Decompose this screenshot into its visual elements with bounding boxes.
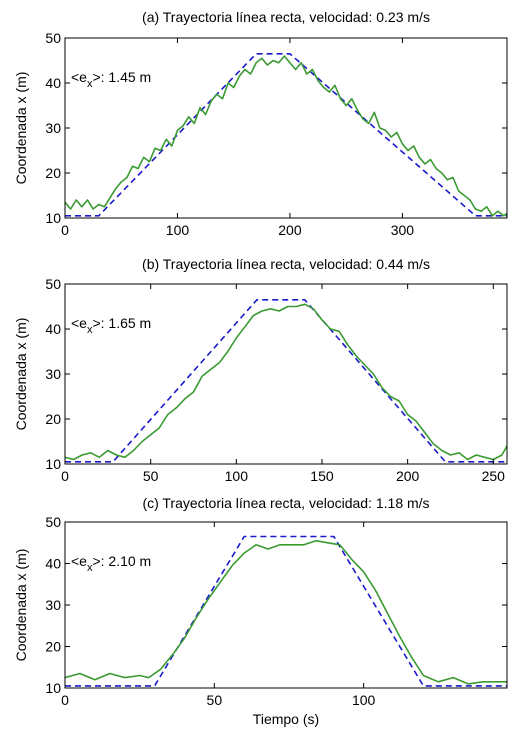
panel-b-error-suffix: >: 1.65 m [92,315,151,331]
panel-c-xtick-label: 0 [61,692,69,708]
panel-c: (c) Trayectoria línea recta, velocidad: … [13,495,508,727]
panel-c-measured-line [65,539,507,685]
panel-b-ylabel: Coordenada x (m) [13,318,29,431]
panel-b-plot [65,299,507,463]
panel-b-ytick-label: 10 [45,456,61,472]
panel-b-title: (b) Trayectoria línea recta, velocidad: … [142,256,430,272]
panel-c-xtick-label: 100 [352,692,376,708]
panel-c-error-suffix: >: 2.10 m [92,553,151,569]
panel-b-xtick-label: 0 [61,468,69,484]
panel-a-ytick-label: 20 [45,165,61,181]
panel-b-measured-line [65,303,507,461]
panel-b-reference-line [65,299,507,463]
panel-a-ytick-label: 40 [45,75,61,91]
panel-a-title: (a) Trayectoria línea recta, velocidad: … [142,9,430,25]
panel-a-error-suffix: >: 1.45 m [92,69,151,85]
panel-b-ytick-label: 30 [45,366,61,382]
panel-c-error-prefix: <e [71,553,87,569]
panel-a-ticks: 0 100 200 300 10 20 30 40 50 [45,30,507,238]
panel-b-error-prefix: <e [71,315,87,331]
panel-b-xtick-label: 250 [482,468,506,484]
panel-c-error-annotation: <ex>: 2.10 m [71,553,151,574]
panel-c-reference-line [65,535,507,687]
panel-c-ytick-label: 10 [45,680,61,696]
panel-c-ylabel: Coordenada x (m) [13,549,29,662]
panel-c-xtick-label: 50 [207,692,223,708]
panel-c-ticks: 0 50 100 10 20 30 40 50 [45,514,507,708]
panel-a: (a) Trayectoria línea recta, velocidad: … [13,9,508,238]
panel-a-xtick-label: 200 [278,222,302,238]
panel-a-xtick-label: 300 [391,222,415,238]
panel-c-title: (c) Trayectoria línea recta, velocidad: … [142,495,429,511]
panel-c-plot [65,535,507,687]
panel-a-error-subscript: x [87,78,93,90]
panel-b-error-subscript: x [87,324,93,336]
panel-c-ytick-label: 50 [45,514,61,530]
panel-c-xlabel: Tiempo (s) [253,711,319,727]
panel-b-ytick-label: 50 [45,276,61,292]
panel-b-ytick-label: 20 [45,411,61,427]
panel-b-ytick-label: 40 [45,321,61,337]
panel-b-xtick-label: 200 [396,468,420,484]
panel-a-xtick-label: 0 [61,222,69,238]
panel-a-ylabel: Coordenada x (m) [13,72,29,185]
panel-c-ytick-label: 20 [45,639,61,655]
panel-a-xtick-label: 100 [166,222,190,238]
panel-b-ticks: 0 50 100 150 200 250 10 20 30 40 50 [45,276,507,484]
panel-a-measured-line [65,55,507,217]
panel-b-xtick-label: 100 [225,468,249,484]
panel-a-plot [65,53,507,217]
panel-a-ytick-label: 50 [45,30,61,46]
panel-b-xtick-label: 50 [143,468,159,484]
panel-c-ytick-label: 30 [45,597,61,613]
panel-b-xtick-label: 150 [310,468,334,484]
panel-a-reference-line [65,53,507,217]
panel-c-error-subscript: x [87,562,93,574]
panel-c-ytick-label: 40 [45,556,61,572]
panel-a-error-annotation: <ex>: 1.45 m [71,69,151,90]
panel-a-ytick-label: 10 [45,210,61,226]
panel-a-error-prefix: <e [71,69,87,85]
panel-b-error-annotation: <ex>: 1.65 m [71,315,151,336]
panel-a-ytick-label: 30 [45,120,61,136]
panel-b: (b) Trayectoria línea recta, velocidad: … [13,256,508,484]
